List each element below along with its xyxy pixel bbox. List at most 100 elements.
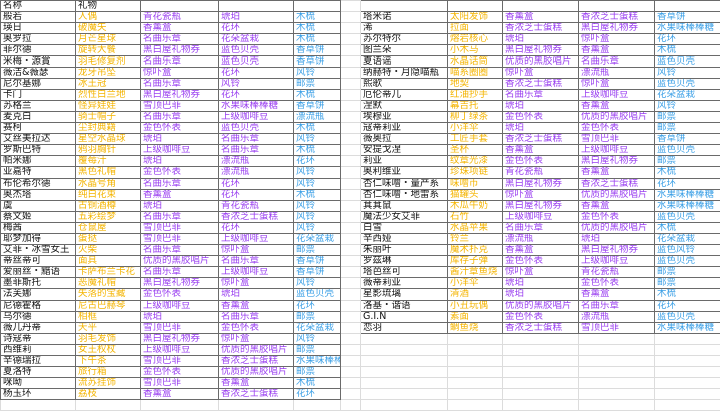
right-gift-1-cell[interactable]: 味噌币	[447, 177, 503, 190]
right-gift-3-cell[interactable]: 香薰盒	[578, 99, 655, 112]
left-character-name-cell[interactable]: 奥罗拉	[0, 33, 76, 46]
right-character-name-cell[interactable]: 杏仁味噌・量产系	[360, 177, 448, 190]
empty-cell[interactable]	[340, 288, 361, 301]
empty-cell[interactable]	[218, 399, 294, 411]
left-gift-1-cell[interactable]: 尘封典籍	[75, 122, 141, 135]
right-character-name-cell[interactable]: 厄伦蒂儿	[360, 88, 448, 101]
left-gift-4-cell[interactable]: 木梳	[293, 11, 341, 24]
left-gift-1-cell[interactable]: 覆莓汁	[75, 155, 141, 168]
right-gift-4-cell[interactable]: 蓝色贝壳	[654, 144, 720, 157]
left-character-name-cell[interactable]: 杨玉环	[0, 388, 76, 401]
left-gift-4-cell[interactable]: 风铃	[293, 177, 341, 190]
right-gift-4-cell[interactable]: 水果味棒棒糖	[654, 199, 720, 212]
empty-cell[interactable]	[340, 210, 361, 223]
right-gift-1-cell[interactable]: 圣杯	[447, 144, 503, 157]
empty-cell[interactable]	[340, 277, 361, 290]
empty-cell[interactable]	[340, 354, 361, 368]
right-character-name-cell[interactable]: 寇蒂莉亚	[360, 122, 448, 135]
left-gift-1-cell[interactable]: 怪异娃娃	[75, 99, 141, 112]
left-gift-3-cell[interactable]: 名曲乐章	[218, 133, 294, 146]
right-gift-3-cell[interactable]: 漂流瓶	[578, 310, 655, 323]
left-gift-4-cell[interactable]: 蓝色贝壳	[293, 288, 341, 301]
left-gift-2-cell[interactable]: 名曲乐章	[140, 33, 219, 46]
empty-cell[interactable]	[340, 11, 361, 24]
left-gift-4-cell[interactable]: 木梳	[293, 377, 341, 390]
left-gift-1-cell[interactable]: 羽毛修复剂	[75, 55, 141, 68]
left-gift-2-cell[interactable]: 雪顶巴菲	[140, 377, 219, 390]
right-gift-3-cell[interactable]: 名曲乐章	[578, 299, 655, 312]
left-gift-4-cell[interactable]: 木梳	[293, 22, 341, 35]
right-gift-4-cell[interactable]: 邮票	[654, 266, 720, 279]
empty-cell[interactable]	[502, 388, 579, 401]
right-gift-1-cell[interactable]: 清酒	[447, 288, 503, 301]
left-gift-3-cell[interactable]: 香浓芝士蛋糕	[218, 210, 294, 223]
right-gift-1-cell[interactable]: 石竹	[447, 210, 503, 223]
left-gift-2-cell[interactable]: 香薰盒	[140, 388, 219, 401]
left-gift-3-cell[interactable]: 花环	[218, 66, 294, 79]
right-gift-4-cell[interactable]: 香草饼	[654, 11, 720, 24]
left-gift-2-cell[interactable]: 金色怀表	[140, 166, 219, 179]
right-gift-1-cell[interactable]: 水晶苹果	[447, 221, 503, 234]
left-gift-3-cell[interactable]: 名曲乐章	[218, 144, 294, 157]
right-gift-4-cell[interactable]: 蓝色贝壳	[654, 210, 720, 223]
right-gift-2-cell[interactable]: 琥珀	[502, 99, 579, 112]
left-character-name-cell[interactable]: 蒂丝蒂可	[0, 255, 76, 268]
left-gift-1-cell[interactable]: 古铜酒樽	[75, 199, 141, 212]
left-gift-3-cell[interactable]: 蓝色贝壳	[218, 44, 294, 57]
right-gift-4-cell[interactable]: 风铃	[654, 66, 720, 79]
left-gift-4-cell[interactable]: 香草饼	[293, 255, 341, 268]
right-gift-1-cell[interactable]: 木瓜牛奶	[447, 199, 503, 212]
left-gift-2-cell[interactable]: 雪顶巴菲	[140, 221, 219, 234]
right-gift-1-cell[interactable]: 铃兰	[447, 232, 503, 246]
empty-cell[interactable]	[654, 332, 720, 345]
right-gift-4-cell[interactable]: 花朵盆栽	[654, 232, 720, 246]
left-gift-1-cell[interactable]: 相框	[75, 310, 141, 323]
empty-cell[interactable]	[340, 66, 361, 79]
empty-cell[interactable]	[0, 399, 76, 411]
right-character-name-cell[interactable]: 莉亚	[360, 155, 448, 168]
right-gift-4-cell[interactable]: 木梳	[654, 221, 720, 234]
right-gift-3-cell[interactable]: 香薰盒	[578, 288, 655, 301]
left-character-name-cell[interactable]: 薇洁&薇瑟	[0, 66, 76, 79]
left-gift-3-cell[interactable]: 优质的黑胶唱片	[218, 366, 294, 379]
left-gift-2-cell[interactable]: 黑白屋礼物券	[140, 332, 219, 345]
right-gift-1-cell[interactable]: 柳丁绿茶	[447, 110, 503, 124]
left-gift-3-cell[interactable]: 漂流瓶	[218, 155, 294, 168]
left-character-name-cell[interactable]: 梅茜	[0, 221, 76, 234]
right-gift-1-cell[interactable]: 红油抄手	[447, 88, 503, 101]
empty-cell[interactable]	[578, 366, 655, 379]
left-gift-3-cell[interactable]: 上级咖啡豆	[218, 266, 294, 279]
right-gift-2-cell[interactable]: 琥珀	[502, 33, 579, 46]
left-character-name-cell[interactable]: 菲尔德	[0, 44, 76, 57]
right-gift-4-cell[interactable]: 香草饼	[654, 133, 720, 146]
right-character-name-cell[interactable]: 白雪	[360, 221, 448, 234]
left-character-name-cell[interactable]: 辛德瑞拉	[0, 354, 76, 368]
left-character-name-cell[interactable]: 耶梦加得	[0, 232, 76, 246]
empty-cell[interactable]	[293, 399, 341, 411]
left-gift-3-cell[interactable]: 蓝色贝壳	[218, 122, 294, 135]
left-gift-2-cell[interactable]: 上级咖啡豆	[140, 343, 219, 357]
right-gift-1-cell[interactable]: 珍珠项链	[447, 166, 503, 179]
right-gift-3-cell[interactable]: 黑白屋礼物券	[578, 155, 655, 168]
right-character-name-cell[interactable]: 杏仁味噌・地雷系	[360, 188, 448, 201]
right-gift-2-cell[interactable]: 黑白屋礼物券	[502, 199, 579, 212]
left-gift-3-cell[interactable]: 花环	[218, 177, 294, 190]
right-gift-3-cell[interactable]: 金色怀表	[578, 210, 655, 223]
right-gift-4-cell[interactable]: 邮票	[654, 122, 720, 135]
left-gift-1-cell[interactable]: 旋转大餐	[75, 44, 141, 57]
empty-cell[interactable]	[340, 177, 361, 190]
empty-cell[interactable]	[340, 144, 361, 157]
right-gift-1-cell[interactable]: 鲷鱼烧	[447, 321, 503, 334]
left-gift-1-cell[interactable]: 恶魔礼帽	[75, 277, 141, 290]
left-gift-3-cell[interactable]: 漂流瓶	[218, 166, 294, 179]
left-character-name-cell[interactable]: 西维莉	[0, 343, 76, 357]
left-gift-4-cell[interactable]: 香草饼	[293, 99, 341, 112]
header-name[interactable]: 名称	[0, 0, 76, 13]
empty-cell[interactable]	[578, 377, 655, 390]
right-gift-3-cell[interactable]: 香薰盒	[578, 166, 655, 179]
left-character-name-cell[interactable]: 咪呦	[0, 377, 76, 390]
left-gift-1-cell[interactable]: 龙牙吊坠	[75, 66, 141, 79]
left-gift-2-cell[interactable]: 上级咖啡豆	[140, 299, 219, 312]
left-gift-2-cell[interactable]: 香薰盒	[140, 22, 219, 35]
right-gift-2-cell[interactable]: 青花瓷瓶	[502, 166, 579, 179]
